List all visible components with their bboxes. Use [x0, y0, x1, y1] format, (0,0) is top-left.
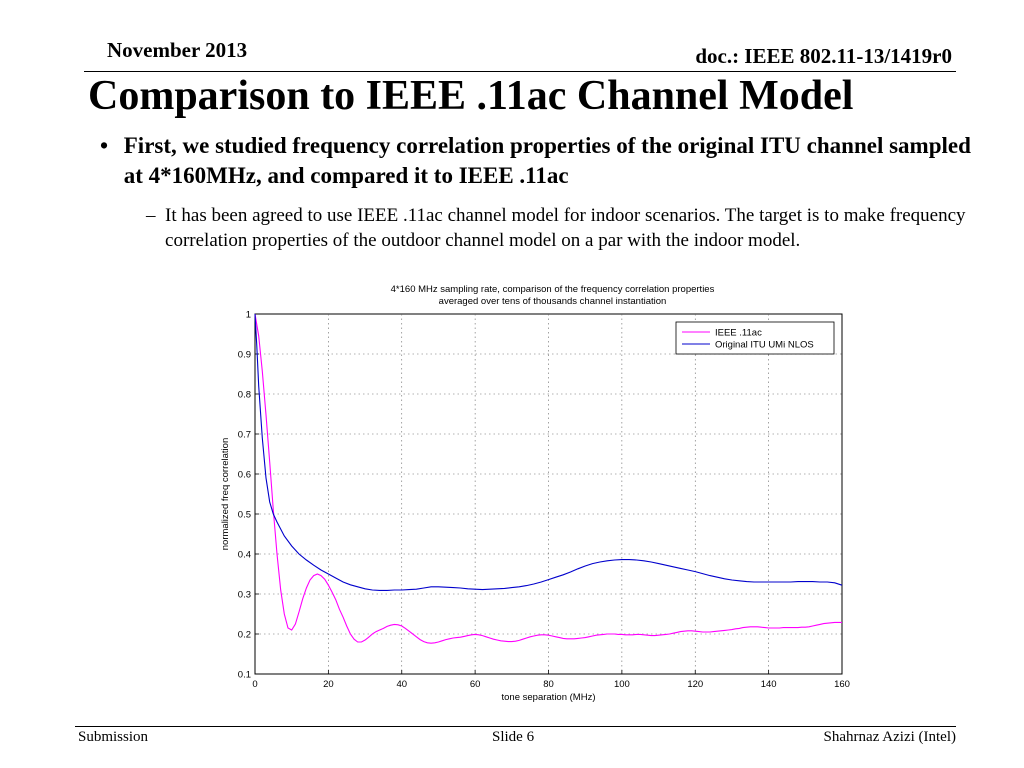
y-tick-label: 0.2	[238, 630, 251, 641]
footer-divider	[75, 726, 956, 727]
y-tick-label: 1	[246, 310, 251, 321]
x-tick-label: 140	[761, 679, 777, 690]
bullet-item: • First, we studied frequency correlatio…	[100, 131, 980, 191]
legend-label: Original ITU UMi NLOS	[715, 340, 814, 351]
y-tick-label: 0.3	[238, 590, 251, 601]
y-tick-label: 0.5	[238, 510, 251, 521]
x-tick-label: 20	[323, 679, 334, 690]
x-tick-label: 160	[834, 679, 850, 690]
sub-bullet-marker: –	[146, 205, 156, 226]
x-tick-label: 40	[396, 679, 407, 690]
y-tick-label: 0.1	[238, 670, 251, 681]
header-doc-id: doc.: IEEE 802.11-13/1419r0	[695, 44, 952, 68]
x-tick-label: 120	[687, 679, 703, 690]
x-tick-label: 60	[470, 679, 481, 690]
footer-slide-number: Slide 6	[492, 729, 535, 745]
y-tick-label: 0.4	[238, 550, 251, 561]
chart-title: 4*160 MHz sampling rate, comparison of t…	[391, 284, 715, 295]
y-tick-label: 0.7	[238, 430, 251, 441]
x-axis-label: tone separation (MHz)	[502, 692, 596, 703]
bullet-text: First, we studied frequency correlation …	[123, 133, 971, 188]
series-line-itu-umi-nlos	[254, 313, 843, 591]
legend-label: IEEE .11ac	[715, 328, 762, 339]
footer-author: Shahrnaz Azizi (Intel)	[823, 729, 956, 745]
header-divider	[84, 71, 956, 72]
y-tick-label: 0.8	[238, 390, 251, 401]
y-tick-label: 0.9	[238, 350, 251, 361]
chart-subtitle: averaged over tens of thousands channel …	[439, 296, 667, 307]
y-axis-label: normalized freq correlation	[220, 438, 231, 550]
sub-bullet-text: It has been agreed to use IEEE .11ac cha…	[165, 205, 966, 251]
legend-box	[675, 321, 835, 355]
frequency-correlation-chart: 4*160 MHz sampling rate, comparison of t…	[220, 284, 850, 703]
y-tick-label: 0.6	[238, 470, 251, 481]
series-line-ieee-11ac	[254, 313, 842, 644]
slide-title: Comparison to IEEE .11ac Channel Model	[88, 73, 854, 119]
x-tick-label: 0	[252, 679, 257, 690]
x-tick-label: 100	[614, 679, 630, 690]
footer-submission: Submission	[78, 729, 149, 745]
bullet-marker: •	[100, 133, 109, 158]
x-tick-label: 80	[543, 679, 554, 690]
header-date: November 2013	[107, 38, 248, 62]
sub-bullet-item: – It has been agreed to use IEEE .11ac c…	[146, 203, 996, 253]
